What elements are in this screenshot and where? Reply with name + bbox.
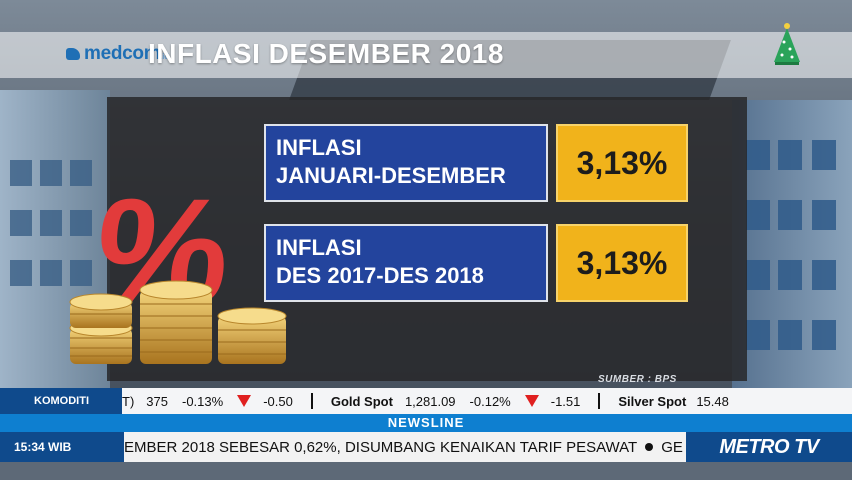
news-crawl: EMBER 2018 SEBESAR 0,62%, DISUMBANG KENA… [124, 432, 686, 462]
newsline-bar: NEWSLINE [0, 414, 852, 432]
ticker-pct: -0.12% [469, 393, 511, 409]
wave-icon [66, 47, 80, 60]
ticker-price: 375 [146, 393, 168, 409]
ticker-separator [598, 393, 601, 409]
page-title: INFLASI DESEMBER 2018 [148, 38, 504, 69]
ticker-name: Gold Spot [330, 393, 393, 409]
header-band [0, 32, 852, 78]
ticker-pct: -0.13% [181, 393, 224, 409]
inflation-label-ytd: INFLASI JANUARI-DESEMBER [264, 124, 548, 202]
clock-time: 15:34 WIB [0, 432, 124, 462]
ticker-track: T) 375 -0.13% -0.50 Gold Spot 1,281.09 -… [122, 388, 852, 414]
ticker-change: -0.50 [263, 393, 293, 409]
inflation-value-ytd: 3,13% [556, 124, 688, 202]
ticker-change: -1.51 [550, 393, 581, 409]
crawl-separator-dot [645, 443, 654, 451]
triangle-down-icon [237, 395, 252, 407]
ticker-prefix: T) [122, 393, 135, 409]
ticker-price: 15.48 [696, 393, 729, 409]
ticker-name: Silver Spot [618, 393, 687, 409]
inflation-label-yoy-line2: DES 2017-DES 2018 [276, 263, 484, 288]
crawl-headline-next: GE [661, 438, 683, 456]
ticker-item: Gold Spot 1,281.09 -0.12% -1.51 [331, 394, 581, 409]
ticker-item: 375 -0.13% -0.50 [146, 394, 293, 409]
source-caption: SUMBER : BPS [598, 374, 677, 385]
inflation-label-yoy: INFLASI DES 2017-DES 2018 [264, 224, 548, 302]
footer-background [0, 462, 852, 480]
inflation-label-ytd-line2: JANUARI-DESEMBER [276, 163, 506, 188]
crawl-headline: EMBER 2018 SEBESAR 0,62%, DISUMBANG KENA… [124, 438, 638, 456]
building-right [732, 100, 852, 390]
building-left [0, 90, 110, 390]
ticker-item: Silver Spot 15.48 [618, 394, 728, 409]
metrotv-logo: METRO TV [686, 432, 852, 462]
christmas-tree-icon [774, 23, 800, 65]
bottom-bar: 15:34 WIB EMBER 2018 SEBESAR 0,62%, DISU… [0, 432, 852, 462]
medcom-logo: medcom.id [66, 43, 169, 65]
ticker-price: 1,281.09 [404, 393, 456, 409]
ticker-separator [310, 393, 313, 409]
inflation-value-yoy: 3,13% [556, 224, 688, 302]
triangle-down-icon [524, 395, 539, 407]
coins-icon [69, 280, 287, 364]
ticker-category: KOMODITI [0, 388, 122, 414]
commodity-ticker: KOMODITI T) 375 -0.13% -0.50 Gold Spot 1… [0, 388, 852, 414]
inflation-label-yoy-line1: INFLASI [276, 235, 362, 260]
inflation-label-ytd-line1: INFLASI [276, 135, 362, 160]
